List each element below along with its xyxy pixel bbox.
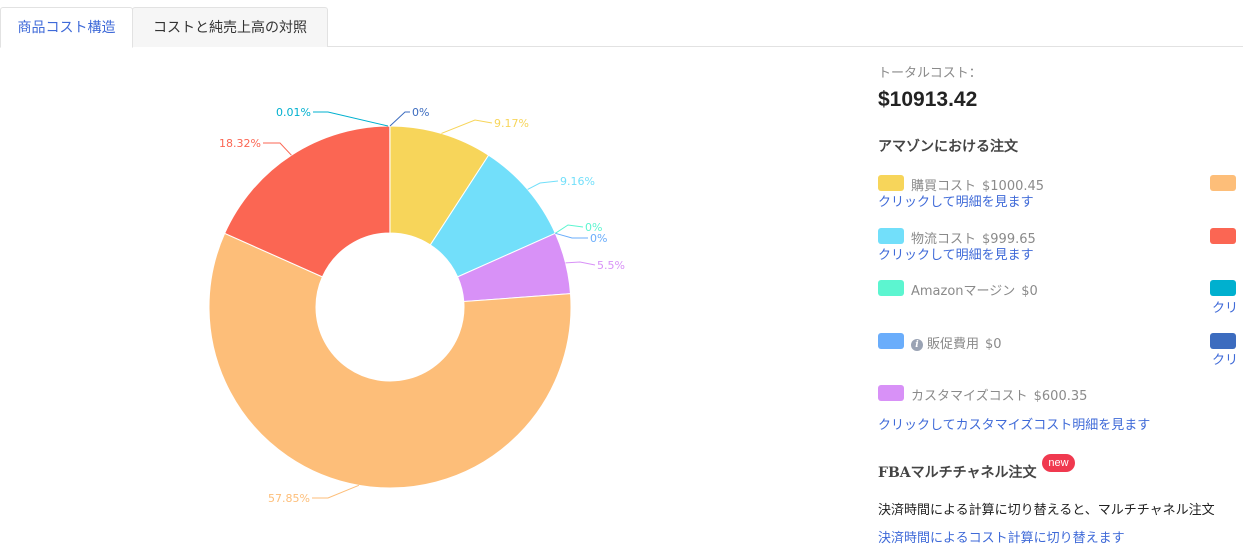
slice-label: 0%: [585, 221, 602, 234]
label-leader-line: [565, 261, 596, 266]
legend-label: 販促費用: [927, 337, 980, 352]
right-detail-link[interactable]: クリ: [1212, 301, 1239, 316]
fba-note: 決済時間による計算に切り替えると、マルチチャネル注文: [878, 503, 1215, 518]
legend-swatch: [878, 333, 904, 349]
legend-swatch: [878, 280, 904, 296]
total-cost-value: $10913.42: [878, 88, 978, 111]
total-cost-label: トータルコスト：: [878, 66, 982, 81]
label-leader-line: [555, 232, 588, 239]
label-leader-line: [555, 224, 584, 234]
cost-donut-chart: 9.17%9.16%0%0%5.5%57.85%18.32%0.01% 0%: [208, 106, 625, 505]
slice-label: 9.16%: [560, 175, 595, 188]
legend-value: $600.35: [1033, 389, 1088, 404]
label-leader-line: [312, 484, 360, 499]
legend-value: $0: [985, 337, 1002, 352]
switch-calculation-link[interactable]: 決済時間によるコスト計算に切り替えます: [878, 531, 1125, 546]
amazon-orders-title: アマゾンにおける注文: [878, 139, 1018, 155]
purchase-cost-detail-link[interactable]: クリックして明細を見ます: [878, 195, 1034, 210]
logistics-cost-detail-link[interactable]: クリックして明細を見ます: [878, 248, 1034, 263]
label-leader-line: [389, 111, 410, 127]
label-leader-line: [313, 111, 389, 127]
legend-swatch: [878, 385, 904, 401]
tab-cost-vs-net-sales[interactable]: コストと純売上高の対照: [132, 7, 328, 47]
fba-multichannel-title: FBAマルチチャネル注文: [878, 465, 1037, 481]
slice-label: 0%: [590, 232, 607, 245]
slice-label: 0%: [412, 106, 429, 119]
label-leader-line: [263, 142, 292, 156]
slice-label: 57.85%: [268, 492, 310, 505]
donut-slice-18-32-[interactable]: [224, 125, 391, 278]
right-detail-link[interactable]: クリ: [1212, 353, 1239, 368]
legend-value: $0: [1021, 284, 1038, 299]
legend-swatch: [878, 175, 904, 191]
slice-label: 18.32%: [219, 137, 261, 150]
legend-swatch-right[interactable]: [1210, 333, 1236, 349]
legend-label: 購買コスト: [911, 179, 977, 194]
slice-label: 5.5%: [597, 259, 625, 272]
label-leader-line: [527, 180, 559, 190]
info-icon[interactable]: i: [911, 339, 923, 351]
slice-label: 0.01%: [276, 106, 311, 119]
slice-label: 9.17%: [494, 117, 529, 130]
legend-value: $1000.45: [982, 179, 1045, 194]
legend-swatch-right[interactable]: [1210, 228, 1236, 244]
tab-bar: 商品コスト構造 コストと純売上高の対照: [0, 0, 1243, 48]
cost-summary-panel: トータルコスト： $10913.42 アマゾンにおける注文 購買コスト $1000…: [878, 58, 1243, 557]
legend-label: Amazonマージン: [911, 284, 1016, 299]
legend-value: $999.65: [982, 232, 1036, 247]
tab-product-cost-structure[interactable]: 商品コスト構造: [0, 7, 133, 48]
legend-swatch: [878, 228, 904, 244]
legend-swatch-right[interactable]: [1210, 280, 1236, 296]
label-leader-line: [441, 119, 493, 134]
new-badge: new: [1042, 454, 1075, 472]
legend-swatch-right[interactable]: [1210, 175, 1236, 191]
donut-slice-57-85-[interactable]: [208, 232, 572, 489]
legend-label: 物流コスト: [911, 232, 977, 247]
customize-cost-detail-link[interactable]: クリックしてカスタマイズコスト明細を見ます: [878, 418, 1151, 433]
legend-label: カスタマイズコスト: [911, 389, 1028, 404]
